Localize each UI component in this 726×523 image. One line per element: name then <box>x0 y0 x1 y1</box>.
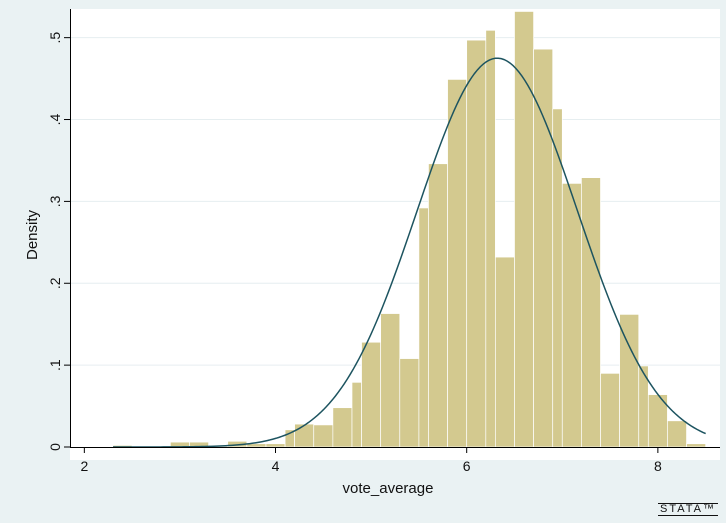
histogram-bar <box>294 423 315 448</box>
histogram-bar <box>466 39 487 448</box>
histogram-bars <box>112 11 707 448</box>
histogram-bar <box>686 443 707 448</box>
x-tick-label: 6 <box>463 458 471 474</box>
histogram-bar <box>485 29 496 448</box>
y-tick-label: .4 <box>47 113 63 125</box>
y-tick-label: .1 <box>47 359 63 371</box>
y-axis-ticks: 0 .1 .2 .3 .4 .5 <box>47 32 70 451</box>
y-tick-label: .5 <box>47 32 63 44</box>
histogram-bar <box>313 424 334 448</box>
histogram-bar <box>447 79 468 448</box>
stata-logo: STATA™ <box>658 503 718 516</box>
histogram-bar <box>619 314 640 448</box>
histogram-bar <box>514 11 534 448</box>
y-tick-label: .3 <box>47 195 63 207</box>
y-tick-label: .2 <box>47 277 63 289</box>
histogram-bar <box>600 372 620 448</box>
x-tick-label: 4 <box>272 458 280 474</box>
histogram-bar <box>361 341 382 448</box>
histogram-bar <box>533 48 554 448</box>
y-tick-label: 0 <box>47 443 63 451</box>
histogram-bar <box>552 108 563 448</box>
x-tick-label: 2 <box>80 458 88 474</box>
x-axis-ticks: 2 4 6 8 <box>80 447 662 474</box>
histogram-bar <box>428 163 448 448</box>
histogram-bar <box>667 420 687 448</box>
gridlines <box>70 37 720 366</box>
histogram-bar <box>581 177 601 448</box>
histogram-bar <box>351 381 362 448</box>
normal-density-curve <box>113 57 706 448</box>
histogram-bar <box>561 183 582 448</box>
histogram-bar <box>265 443 286 448</box>
y-axis-label: Density <box>24 209 41 260</box>
histogram-bar <box>399 358 420 448</box>
histogram-bar <box>332 407 353 448</box>
histogram-bar <box>380 313 401 448</box>
x-tick-label: 8 <box>654 458 662 474</box>
histogram-bar <box>418 207 429 448</box>
histogram-bar <box>495 256 515 448</box>
x-axis-label: vote_average <box>343 480 434 497</box>
